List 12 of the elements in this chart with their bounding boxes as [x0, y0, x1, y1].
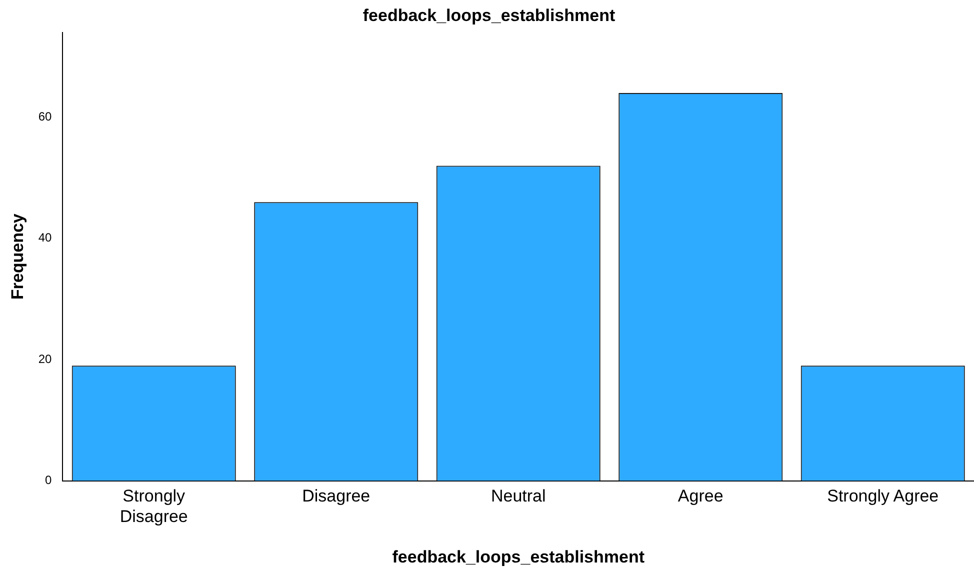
x-tick-label: Strongly Disagree: [120, 486, 188, 526]
y-tick-label: 20: [38, 352, 52, 366]
y-tick-label: 0: [45, 473, 52, 488]
y-axis-title: Frequency: [8, 213, 27, 300]
x-tick-label: Strongly Agree: [827, 486, 939, 506]
y-tick-label: 40: [38, 230, 52, 245]
x-tick-label: Disagree: [302, 486, 370, 506]
y-tick-label: 60: [38, 110, 52, 124]
x-tick-label: Neutral: [490, 486, 546, 506]
x-tick-label: Agree: [678, 486, 724, 506]
chart-title: feedback_loops_establishment: [362, 6, 616, 25]
x-axis-title: feedback_loops_establishment: [392, 547, 645, 566]
